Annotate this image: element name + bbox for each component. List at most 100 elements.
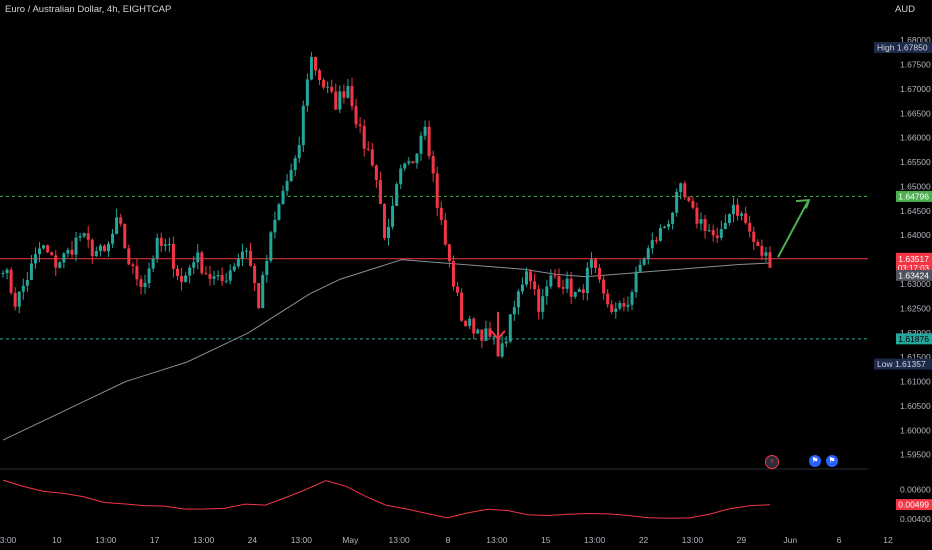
candle-down (257, 282, 261, 310)
candle-body (391, 205, 395, 227)
candle-down (204, 266, 208, 275)
candle-down (119, 213, 123, 227)
price-tick-label: 1.62000 (900, 328, 931, 338)
candle-body (715, 235, 719, 238)
candle-body (62, 253, 66, 263)
price-tick-label: 1.66000 (900, 133, 931, 143)
candle-down (610, 300, 614, 315)
candle-body (220, 275, 224, 281)
candle-up (646, 245, 650, 265)
candle-down (654, 236, 658, 244)
oscillator-line (2, 479, 771, 519)
time-tick-label: 13:00 (193, 535, 215, 545)
candle-up (662, 225, 666, 229)
candle-down (752, 226, 756, 251)
candle-body (472, 318, 476, 334)
candle-body (111, 233, 115, 244)
price-tick-label: 1.60500 (900, 401, 931, 411)
ma-label: 1.63424 (898, 270, 929, 280)
candle-up (520, 277, 524, 295)
candle-body (468, 318, 472, 327)
candle-body (415, 153, 419, 164)
candle-down (9, 267, 13, 295)
candle-body (622, 303, 626, 307)
candle-down (159, 232, 163, 253)
candle-body (707, 230, 711, 232)
candle-body (131, 264, 135, 266)
candle-up (346, 78, 350, 99)
candle-up (147, 262, 151, 289)
price-tick-label: 1.66500 (900, 108, 931, 118)
candle-body (346, 85, 350, 98)
candle-up (545, 279, 549, 305)
candle-body (147, 268, 151, 284)
candle-body (370, 149, 374, 166)
candle-body (630, 292, 634, 305)
candle-body (561, 287, 565, 289)
candle-up (151, 255, 155, 273)
candle-down (318, 68, 322, 86)
candle-body (257, 282, 261, 309)
candle-down (557, 268, 561, 289)
candle-body (512, 307, 516, 315)
oscillator-current-bg (896, 499, 932, 511)
candle-body (646, 248, 650, 260)
candle-body (598, 268, 602, 280)
candle-body (277, 204, 281, 220)
candle-body (204, 273, 208, 275)
countdown-label: 03:17:03 (898, 264, 930, 273)
candle-body (192, 262, 196, 268)
candle-body (184, 275, 188, 282)
candle-body (1, 273, 5, 275)
candle-down (70, 241, 74, 259)
candle-up (395, 182, 399, 207)
candle-body (38, 248, 42, 255)
candle-down (760, 239, 764, 261)
candle-body (228, 270, 232, 281)
time-tick-label: 13:00 (486, 535, 508, 545)
candle-down (736, 198, 740, 221)
candle-down (176, 264, 180, 281)
candle-up (699, 212, 703, 231)
candle-up (269, 230, 273, 263)
candle-down (127, 244, 131, 266)
candle-down (447, 243, 451, 268)
candle-down (342, 84, 346, 104)
candle-body (577, 289, 581, 292)
time-tick-label: 13:00 (95, 535, 117, 545)
candle-body (163, 244, 167, 246)
candle-down (366, 141, 370, 152)
candle-body (115, 217, 119, 234)
candle-up (74, 231, 78, 262)
candle-body (500, 343, 504, 357)
candle-body (159, 237, 163, 246)
currency-label: AUD (894, 4, 915, 15)
price-tick-label: 1.61500 (900, 352, 931, 362)
candle-body (447, 244, 451, 262)
flag-event-icon[interactable]: ⚑ (826, 455, 838, 467)
candle-body (695, 207, 699, 224)
lightning-event-icon[interactable]: ⚡ (765, 455, 779, 469)
candle-up (642, 257, 646, 266)
candle-down (622, 297, 626, 312)
candle-body (642, 259, 646, 265)
candle-down (123, 223, 127, 249)
candle-body (662, 226, 666, 228)
candle-body (626, 304, 630, 307)
candle-body (167, 243, 171, 245)
candle-up (297, 136, 301, 163)
flag-event-icon[interactable]: ⚑ (809, 455, 821, 467)
candle-up (630, 289, 634, 311)
up-arrow (777, 200, 809, 258)
candle-body (289, 170, 293, 181)
candle-up (301, 100, 305, 152)
candle-body (399, 168, 403, 185)
candle-body (439, 207, 443, 220)
candle-down (748, 215, 752, 238)
candle-up (184, 272, 188, 283)
candle-down (602, 274, 606, 301)
candle-body (451, 261, 455, 287)
candle-body (362, 125, 366, 149)
